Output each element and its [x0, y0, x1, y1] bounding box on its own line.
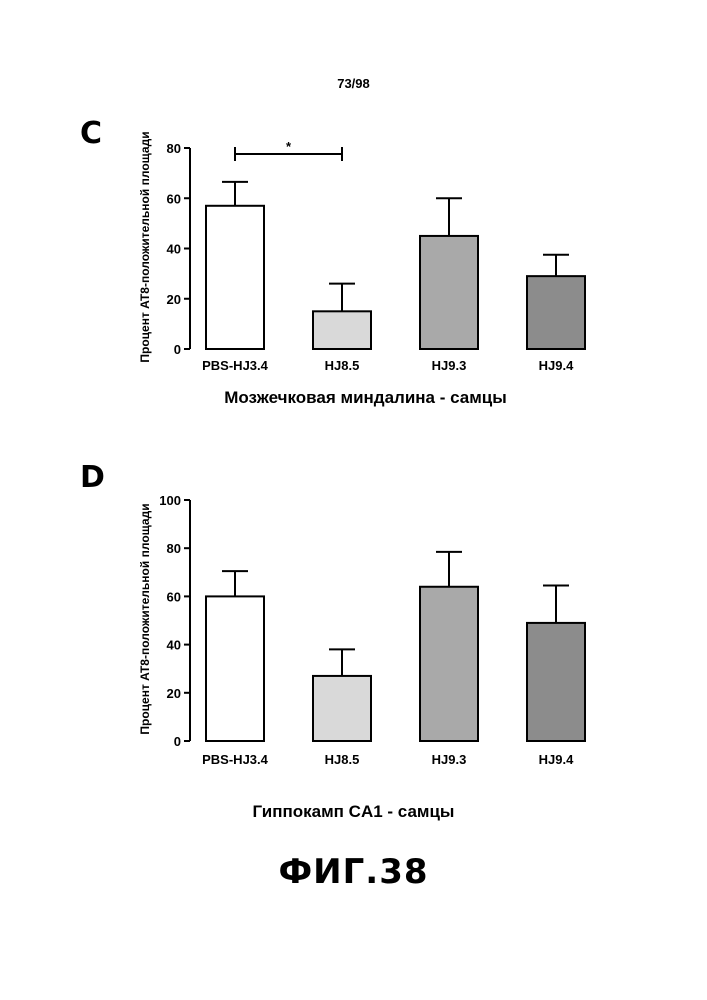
bar-c-1: [313, 311, 371, 349]
bar-d-1: [313, 676, 371, 741]
category-label-c-1: HJ8.5: [325, 358, 360, 373]
category-label-d-2: HJ9.3: [432, 752, 467, 767]
category-label-c-2: HJ9.3: [432, 358, 467, 373]
bar-c-3: [527, 276, 585, 349]
y-tick-label-c-4: 80: [167, 141, 181, 156]
y-tick-label-d-4: 80: [167, 541, 181, 556]
category-label-d-3: HJ9.4: [539, 752, 574, 767]
y-tick-label-d-3: 60: [167, 589, 181, 604]
category-label-c-0: PBS-HJ3.4: [202, 358, 269, 373]
page-number: 73/98: [0, 76, 707, 91]
y-tick-label-d-1: 20: [167, 686, 181, 701]
bar-chart-c: 0 20 40 60 80 PBS-HJ3.4 HJ8.5 HJ9.3 HJ9.4 *: [0, 120, 707, 380]
x-axis-title-d: Гиппокамп CA1 - самцы: [0, 802, 707, 822]
y-tick-label-d-2: 40: [167, 638, 181, 653]
x-axis-title-c: Мозжечковая миндалина - самцы: [12, 388, 707, 408]
bar-c-0: [206, 206, 264, 349]
y-tick-label-c-3: 60: [167, 191, 181, 206]
y-tick-label-d-5: 100: [159, 493, 181, 508]
significance-star-c: *: [286, 139, 292, 154]
category-label-d-1: HJ8.5: [325, 752, 360, 767]
bar-d-2: [420, 587, 478, 741]
y-tick-label-d-0: 0: [174, 734, 181, 749]
y-tick-label-c-0: 0: [174, 342, 181, 357]
bar-d-0: [206, 596, 264, 741]
bar-chart-d: 0 20 40 60 80 100 PBS-HJ3.4 HJ8.5 HJ9.3 HJ9.4: [0, 470, 707, 770]
bar-c-2: [420, 236, 478, 349]
y-tick-label-c-1: 20: [167, 292, 181, 307]
category-label-c-3: HJ9.4: [539, 358, 574, 373]
figure-title: ФИГ.38: [0, 852, 707, 892]
y-tick-label-c-2: 40: [167, 242, 181, 257]
bar-d-3: [527, 623, 585, 741]
category-label-d-0: PBS-HJ3.4: [202, 752, 269, 767]
